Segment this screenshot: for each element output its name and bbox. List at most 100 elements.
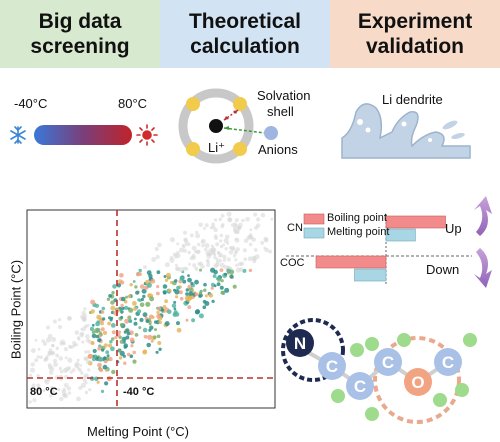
scatter-point (120, 303, 124, 308)
scatter-point (76, 396, 81, 402)
scatter-point (219, 268, 224, 272)
scatter-point (222, 243, 226, 247)
scatter-point (126, 352, 131, 357)
scatter-point (195, 309, 201, 315)
scatter-point (134, 333, 139, 337)
scatter-point (210, 267, 216, 273)
scatter-point (36, 386, 41, 391)
scatter-point (143, 265, 147, 270)
scatter-point (175, 251, 180, 255)
bar-coc-melting (354, 268, 387, 282)
scatter-point (226, 211, 232, 217)
scatter-point (263, 246, 267, 250)
scatter-point (119, 339, 124, 344)
scatter-point (91, 333, 97, 339)
scatter-point (220, 224, 225, 229)
scatter-point (219, 239, 223, 243)
scatter-point (120, 280, 125, 285)
scatter-point (156, 334, 161, 339)
scatter-point (66, 386, 72, 391)
scatter-point (234, 250, 238, 254)
scatter-point (87, 354, 93, 359)
scatter-point (47, 333, 53, 339)
scatter-point (186, 297, 191, 302)
down-arrow-icon (474, 248, 492, 288)
scatter-point (133, 321, 138, 326)
scatter-point (210, 286, 214, 290)
scatter-point (157, 306, 162, 311)
scatter-point (123, 299, 128, 304)
scatter-point (187, 274, 190, 277)
scatter-point (218, 217, 223, 222)
scatter-point (94, 354, 97, 358)
scatter-point (150, 278, 156, 284)
scatter-point (253, 248, 258, 252)
scatter-point (181, 243, 185, 247)
scatter-point (106, 354, 110, 358)
scatter-point (166, 272, 171, 278)
scatter-point (235, 267, 241, 273)
scatter-point (132, 359, 137, 364)
scatter-point (212, 274, 217, 278)
scatter-point (230, 245, 236, 251)
scatter-point (242, 268, 247, 273)
scatter-point (188, 262, 192, 266)
scatter-point (187, 305, 192, 310)
scatter-point (182, 248, 187, 253)
scatter-point (103, 359, 108, 364)
scatter-point (108, 343, 112, 348)
scatter-point (176, 285, 181, 290)
scatter-point (122, 354, 126, 358)
scatter-point (203, 288, 207, 292)
scatter-point (146, 270, 152, 276)
scatter-point (157, 341, 162, 345)
scatter-point (134, 317, 137, 321)
scatter-point (254, 254, 260, 260)
scatter-point (52, 319, 57, 324)
scatter-point (45, 356, 48, 360)
scatter-point (252, 259, 257, 264)
scatter-point (137, 298, 141, 302)
scatter-point (260, 240, 265, 245)
scatter-point (96, 380, 100, 384)
scatter-point (204, 247, 208, 252)
scatter-point (103, 343, 108, 348)
scatter-point (50, 386, 54, 389)
atom-o (404, 368, 432, 396)
scatter-point (91, 357, 97, 362)
scatter-point (199, 268, 202, 272)
scatter-point (49, 394, 53, 398)
scatter-point (120, 315, 124, 319)
scatter-point (173, 254, 179, 259)
bar-cn-melting (385, 228, 416, 242)
scatter-point (154, 246, 159, 252)
row-label-coc: COC (280, 257, 305, 269)
scatter-point (198, 291, 203, 295)
scatter-point (222, 254, 227, 260)
solvation-shell (178, 88, 278, 164)
scatter-point (147, 334, 153, 340)
up-arrow-icon (474, 196, 492, 236)
header-validation-line2: validation (365, 35, 465, 58)
scatter-point (111, 291, 115, 295)
scatter-point (200, 240, 204, 244)
scatter-point (42, 341, 48, 346)
scatter-point (194, 292, 199, 297)
atom-label: C (442, 353, 454, 372)
header-calculation-line2: calculation (190, 35, 300, 58)
scatter-point (191, 255, 197, 260)
scatter-point (129, 283, 133, 287)
scatter-point (105, 368, 108, 372)
scatter-point (101, 306, 106, 311)
scatter-point (129, 354, 134, 359)
scatter-point (121, 306, 125, 311)
scatter-point (117, 330, 122, 334)
scatter-point (59, 396, 64, 402)
scatter-point (84, 390, 89, 395)
scatter-point (232, 284, 237, 289)
scatter-point (256, 217, 261, 222)
scatter-point (29, 367, 36, 373)
scatter-point (174, 279, 178, 283)
temp-low-label: -40°C (14, 96, 48, 111)
